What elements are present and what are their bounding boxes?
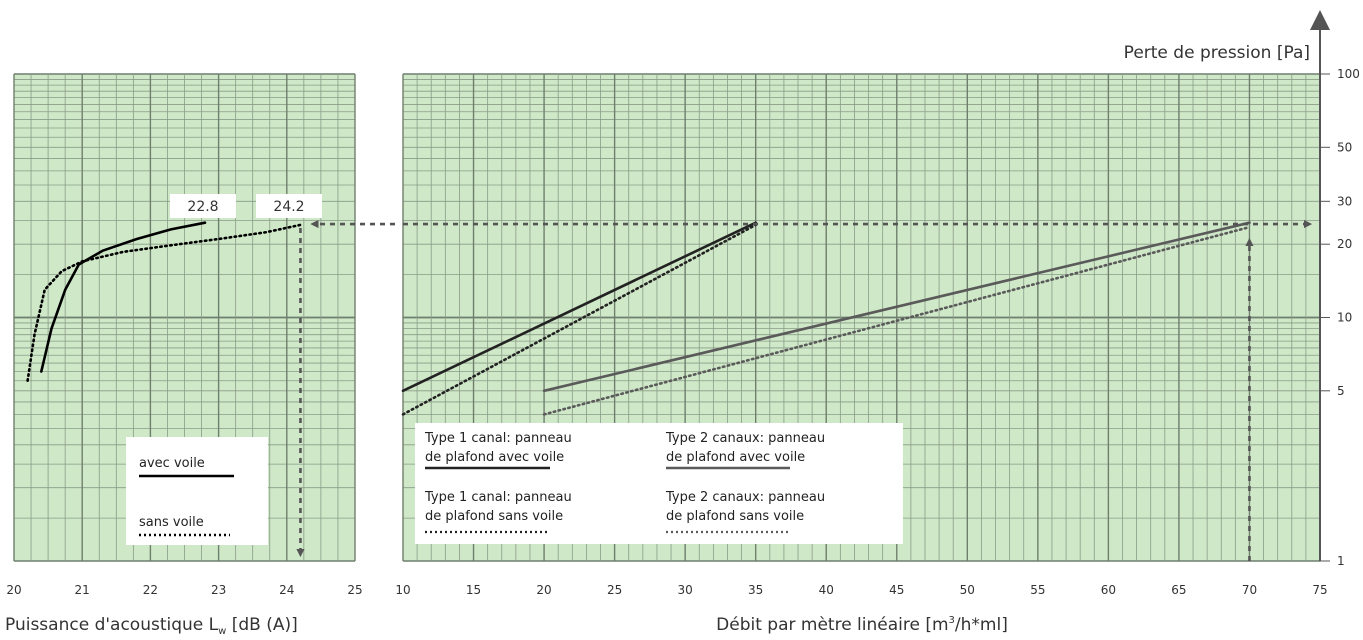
right-series-solid-0 [401, 221, 758, 393]
callout-24-2-label: 24.2 [273, 199, 304, 215]
left-legend-box [126, 437, 268, 545]
legend-sans-voile-label: sans voile [139, 515, 204, 530]
y-tick-label: 20 [1337, 237, 1352, 251]
left-x-tick-label: 22 [143, 583, 158, 597]
y-tick-label: 10 [1337, 311, 1352, 325]
right-x-tick-labels: 10 15 20 25 30 35 40 45 50 55 60 65 70 75 [395, 583, 1327, 597]
right-series-solid-2 [542, 221, 1251, 393]
left-x-axis-title: Puissance d'acoustique Lw [dB (A)] [5, 615, 298, 637]
legend-type1-avec-line1: Type 1 canal: panneau [424, 431, 572, 446]
right-x-tick-label: 20 [536, 583, 551, 597]
y-axis-arrow-icon [1310, 10, 1330, 30]
left-grid [13, 73, 356, 562]
right-series-group [401, 221, 1251, 416]
legend-avec-voile-label: avec voile [139, 456, 205, 471]
legend-type1-sans-line1: Type 1 canal: panneau [424, 490, 572, 505]
right-legend: Type 1 canal: panneau de plafond avec vo… [415, 423, 903, 544]
callout-22-8-label: 22.8 [187, 199, 218, 215]
left-series-group [26, 221, 302, 383]
left-x-tick-label: 24 [279, 583, 294, 597]
left-series-dotted-1 [26, 223, 302, 383]
right-x-tick-label: 50 [960, 583, 975, 597]
right-panel: 10 15 20 25 30 35 40 45 50 55 60 65 70 75 15102030501… [395, 10, 1360, 635]
y-tick-label: 1 [1337, 554, 1345, 568]
left-x-tick-label: 25 [347, 583, 362, 597]
right-x-tick-label: 45 [889, 583, 904, 597]
left-x-tick-label: 21 [75, 583, 90, 597]
right-series-dotted-3 [542, 225, 1251, 416]
left-x-tick-label: 20 [6, 583, 21, 597]
right-x-tick-label: 75 [1312, 583, 1327, 597]
legend-type1-avec-line2: de plafond avec voile [425, 450, 564, 465]
right-y-tick-labels: 1 5 10 20 30 50 100 [1320, 67, 1360, 568]
callout-24-2: 24.2 [256, 194, 322, 218]
y-tick-label: 50 [1337, 140, 1352, 154]
legend-type2-sans-line1: Type 2 canaux: panneau [665, 490, 825, 505]
callout-22-8: 22.8 [170, 194, 236, 218]
right-x-tick-label: 55 [1030, 583, 1045, 597]
legend-type2-sans-line2: de plafond sans voile [666, 509, 804, 524]
y-axis-title: Perte de pression [Pa] [1124, 43, 1310, 63]
right-x-tick-label: 15 [466, 583, 481, 597]
left-panel: 20 21 22 23 24 25 22.8 24.2 avec voile sans v… [5, 73, 395, 637]
right-x-tick-label: 40 [819, 583, 834, 597]
right-x-axis-title: Débit par mètre linéaire [m3/h*ml] [716, 615, 1008, 635]
y-tick-label: 5 [1337, 384, 1345, 398]
right-x-tick-label: 10 [395, 583, 410, 597]
right-x-tick-label: 65 [1171, 583, 1186, 597]
y-tick-label: 30 [1337, 194, 1352, 208]
legend-type2-avec-line1: Type 2 canaux: panneau [665, 431, 825, 446]
left-x-tick-labels: 20 21 22 23 24 25 [6, 583, 362, 597]
right-x-tick-label: 35 [748, 583, 763, 597]
right-legend-box [415, 423, 903, 544]
y-tick-label: 100 [1337, 67, 1360, 81]
right-x-tick-label: 30 [678, 583, 693, 597]
right-guide-lines [403, 219, 1313, 561]
right-series-dotted-1 [401, 223, 758, 416]
right-x-tick-label: 25 [607, 583, 622, 597]
callout-24-2-box [256, 194, 322, 218]
left-legend: avec voile sans voile [126, 437, 268, 545]
left-series-solid-0 [39, 221, 207, 373]
left-guide-lines [296, 219, 395, 558]
callout-22-8-box [170, 194, 236, 218]
legend-type2-avec-line2: de plafond avec voile [666, 450, 805, 465]
left-x-tick-label: 23 [211, 583, 226, 597]
right-x-tick-label: 60 [1101, 583, 1116, 597]
right-x-tick-label: 70 [1242, 583, 1257, 597]
legend-type1-sans-line2: de plafond sans voile [425, 509, 563, 524]
